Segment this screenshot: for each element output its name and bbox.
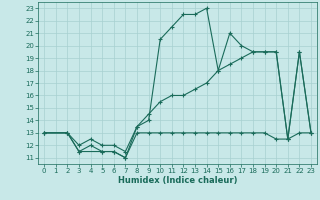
X-axis label: Humidex (Indice chaleur): Humidex (Indice chaleur) (118, 176, 237, 185)
